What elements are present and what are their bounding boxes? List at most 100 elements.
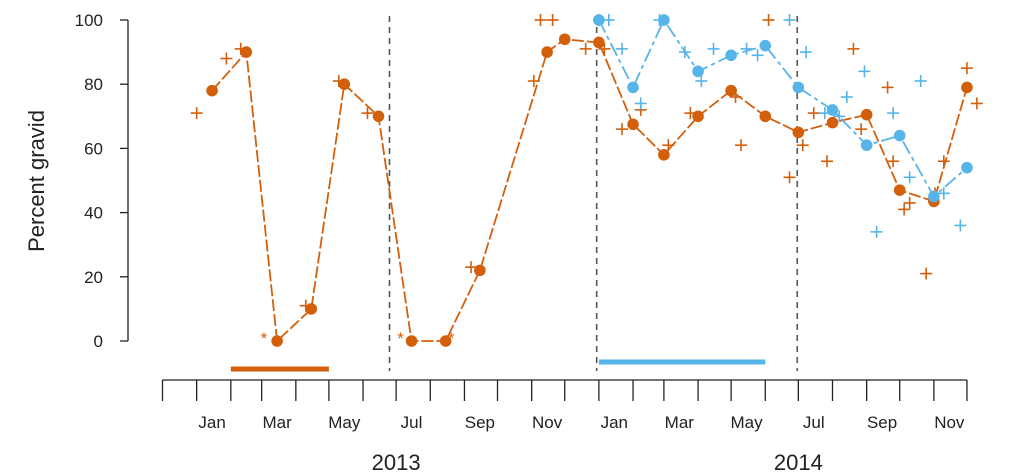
cross-marker xyxy=(937,187,950,200)
data-point xyxy=(792,81,805,94)
cross-marker xyxy=(220,52,233,65)
data-point xyxy=(658,149,670,161)
data-point xyxy=(627,118,639,131)
period-bars xyxy=(230,359,766,372)
cross-marker xyxy=(598,42,611,55)
y-tick-label: 60 xyxy=(84,139,103,158)
x-tick-label: Nov xyxy=(532,413,563,432)
data-point xyxy=(627,81,639,94)
x-tick-label: Sep xyxy=(465,413,495,432)
cross-marker xyxy=(616,123,629,136)
data-point xyxy=(792,126,805,139)
cross-marker xyxy=(820,155,833,168)
cross-marker xyxy=(914,74,927,87)
x-tick-label: Jan xyxy=(198,413,225,432)
data-point xyxy=(725,49,737,62)
x-tick-label: Mar xyxy=(665,413,695,432)
data-point xyxy=(928,190,940,203)
year-label: 2014 xyxy=(774,450,823,475)
data-point xyxy=(860,139,873,151)
x-tick-label: Jan xyxy=(601,413,628,432)
x-tick-label: May xyxy=(730,413,763,432)
data-point xyxy=(692,110,704,123)
cross-marker xyxy=(616,42,629,55)
data-point xyxy=(593,14,605,26)
cross-marker xyxy=(807,107,820,120)
data-point xyxy=(405,335,418,347)
y-tick-label: 20 xyxy=(84,268,103,287)
cross-marker xyxy=(527,74,540,87)
cross-marker xyxy=(881,81,894,94)
x-tick-label: Jul xyxy=(401,413,423,432)
x-tick-label: Mar xyxy=(262,413,292,432)
y-axis-title: Percent gravid xyxy=(24,110,49,252)
cross-marker xyxy=(970,97,983,110)
data-point xyxy=(860,108,873,121)
cross-marker xyxy=(858,65,871,78)
asterisk-marker: * xyxy=(397,329,404,348)
dashed-reference-lines xyxy=(388,16,799,371)
data-point xyxy=(961,161,973,174)
x-tick-label: Jul xyxy=(803,413,825,432)
data-point xyxy=(474,264,486,277)
cross-marker xyxy=(855,123,868,136)
data-point xyxy=(558,33,571,46)
cross-marker xyxy=(898,203,911,216)
data-point xyxy=(759,39,772,52)
data-point xyxy=(305,303,318,315)
series-line xyxy=(211,38,968,343)
cross-marker xyxy=(870,225,883,238)
cross-marker xyxy=(903,196,916,209)
data-point xyxy=(372,110,385,123)
cross-marker xyxy=(634,97,647,110)
series-orange: * * * xyxy=(190,14,983,348)
cross-marker xyxy=(887,107,900,120)
cross-marker xyxy=(361,107,374,120)
data-point xyxy=(439,335,452,347)
data-point xyxy=(593,36,605,49)
data-point xyxy=(893,184,906,196)
series-blue xyxy=(592,14,973,238)
cross-marker xyxy=(751,49,764,62)
cross-marker xyxy=(783,171,796,184)
data-point xyxy=(692,65,704,78)
x-tick-label: Nov xyxy=(934,413,965,432)
data-point xyxy=(826,104,839,116)
data-point xyxy=(725,84,737,97)
cross-marker xyxy=(190,107,203,120)
cross-marker xyxy=(840,91,853,104)
cross-marker xyxy=(833,110,846,123)
cross-marker xyxy=(960,62,973,75)
data-point xyxy=(826,116,839,129)
series-line xyxy=(598,18,968,198)
data-point xyxy=(541,46,553,58)
year-label: 2013 xyxy=(372,450,421,475)
cross-marker xyxy=(602,14,615,26)
data-point xyxy=(206,84,218,97)
asterisk-marker: * xyxy=(448,329,455,348)
cross-marker xyxy=(796,139,809,152)
x-tick-label: May xyxy=(328,413,361,432)
cross-marker xyxy=(546,14,559,26)
cross-marker xyxy=(800,46,813,59)
cross-marker xyxy=(920,267,933,280)
cross-marker xyxy=(579,42,592,55)
cross-marker xyxy=(662,139,675,152)
cross-marker xyxy=(740,42,753,55)
cross-marker xyxy=(695,74,708,87)
axes: 0 20 40 60 80 100 Jan Mar May Jul Sep Nov Jan Mar May J… xyxy=(75,11,968,475)
y-tick-label: 0 xyxy=(94,332,103,351)
x-tick-label: Sep xyxy=(867,413,897,432)
data-point xyxy=(338,78,351,90)
data-point xyxy=(893,129,906,142)
data-point xyxy=(961,81,973,94)
data-point xyxy=(240,46,253,58)
data-point xyxy=(658,14,670,26)
cross-marker xyxy=(762,14,775,26)
cross-marker xyxy=(678,46,691,59)
asterisk-marker: * xyxy=(261,329,268,348)
series: * * * xyxy=(190,14,983,348)
data-point xyxy=(271,335,283,347)
cross-marker xyxy=(847,42,860,55)
cross-marker xyxy=(707,42,720,55)
